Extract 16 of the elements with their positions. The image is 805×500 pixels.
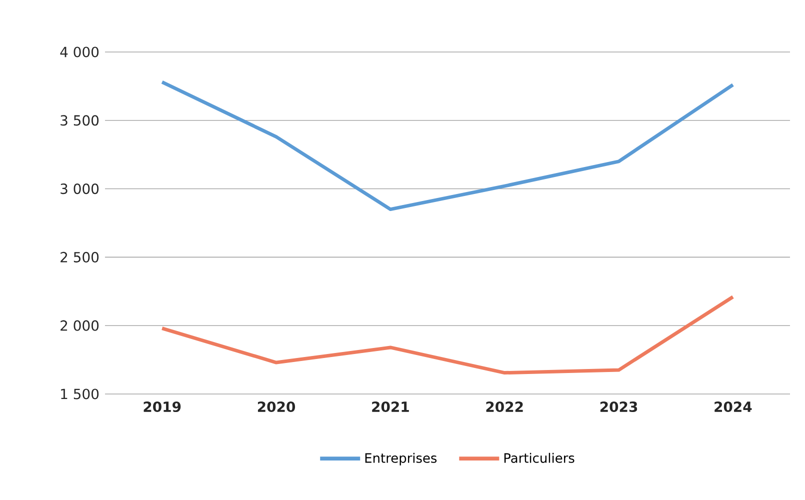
x-tick-label: 2019 (144, 401, 181, 412)
y-tick-label: 1 500 (61, 388, 99, 400)
x-tick-label: 2020 (258, 401, 296, 412)
legend-label: Particuliers (504, 452, 574, 463)
legend-label: Entreprises (365, 452, 437, 466)
line-series (160, 295, 735, 375)
y-tick-label: 4 000 (60, 46, 99, 58)
y-tick-label: 2 500 (60, 252, 99, 262)
x-tick-label: 2021 (372, 401, 409, 412)
line-series (160, 80, 735, 212)
x-tick-label: 2023 (600, 401, 638, 412)
y-tick-label: 3 500 (60, 115, 99, 126)
x-tick-label: 2022 (486, 401, 523, 412)
y-tick-label: 2 000 (60, 320, 99, 331)
y-tick-label: 3 000 (60, 184, 99, 194)
x-tick-label: 2024 (714, 401, 752, 412)
